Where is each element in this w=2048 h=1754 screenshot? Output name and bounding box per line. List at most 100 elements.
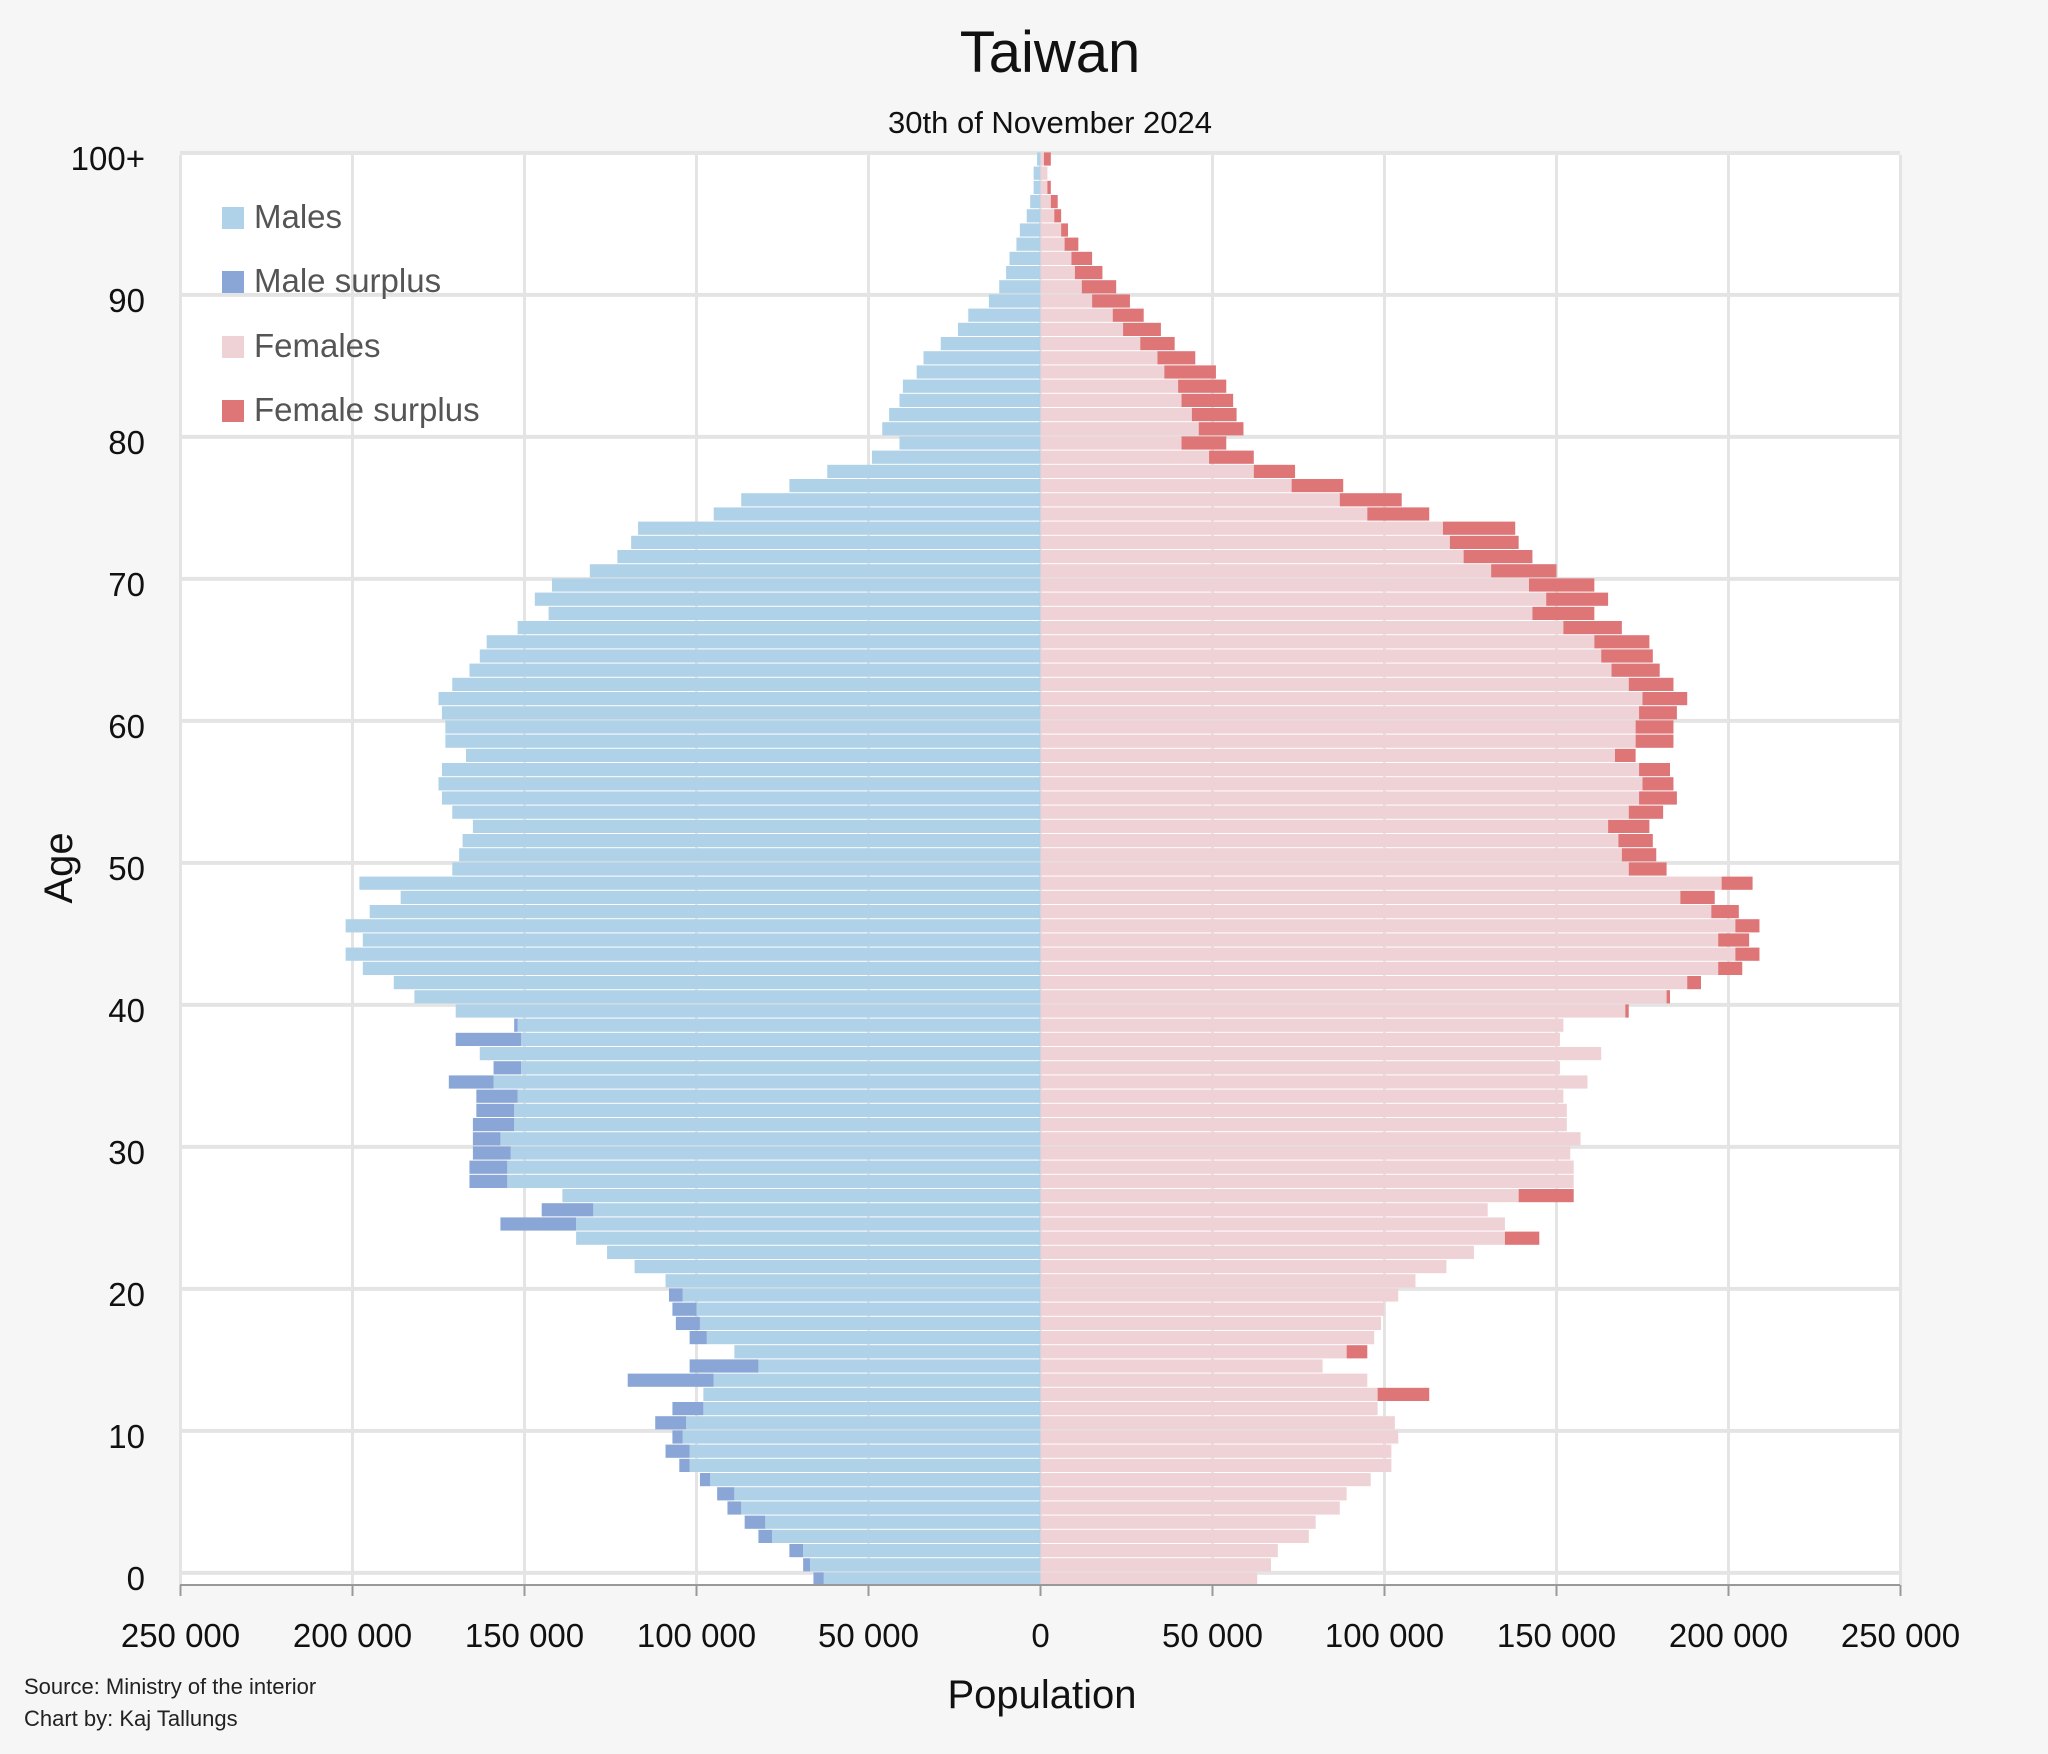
bar-females [1040,791,1640,805]
bar-males [393,976,1041,990]
bar-males [710,1473,1041,1487]
bar-male-surplus [469,1174,508,1188]
bar-females [1040,266,1075,280]
bar-males [517,1089,1041,1103]
bar-female-surplus [1639,706,1677,720]
bar-female-surplus [1611,663,1660,677]
bar-males [462,834,1041,848]
x-tick-label: 100 000 [1325,1617,1444,1654]
y-tick-label: 0 [127,1560,145,1597]
bar-female-surplus [1071,251,1093,265]
bar-males [548,606,1041,620]
bar-females [1040,578,1529,592]
bar-females [1040,1416,1395,1430]
bar-females [1040,720,1636,734]
bar-females [1040,166,1048,180]
bar-males [576,1231,1041,1245]
bar-male-surplus [668,1288,683,1302]
legend-swatch-male-surplus [222,271,244,293]
bar-females [1040,692,1643,706]
bar-males [455,1004,1041,1018]
bar-female-surplus [1181,393,1234,407]
bar-female-surplus [1112,308,1144,322]
bar-females [1040,464,1254,478]
bar-males [479,1047,1041,1061]
bar-female-surplus [1377,1387,1430,1401]
bar-females [1040,1316,1382,1330]
bar-females [1040,1047,1602,1061]
bar-female-surplus [1666,990,1671,1004]
bar-male-surplus [476,1103,515,1117]
bar-females [1040,976,1688,990]
bar-female-surplus [1291,479,1344,493]
bar-male-surplus [672,1302,697,1316]
y-tick-label: 70 [108,566,145,603]
bar-female-surplus [1081,280,1117,294]
bar-females [1040,422,1199,436]
bar-females [1040,1146,1571,1160]
bar-female-surplus [1532,606,1595,620]
bar-female-surplus [1628,805,1664,819]
bar-female-surplus [1718,933,1750,947]
bar-males [438,777,1041,791]
bar-female-surplus [1563,621,1622,635]
bar-female-surplus [1528,578,1595,592]
y-tick-label: 90 [108,282,145,319]
bar-males [500,1132,1041,1146]
bar-females [1040,1075,1588,1089]
x-tick-label: 0 [1031,1617,1049,1654]
bar-females [1040,294,1093,308]
bar-males [686,1416,1041,1430]
bar-female-surplus [1680,890,1715,904]
bar-males [741,1501,1041,1515]
bar-males [359,876,1041,890]
bar-male-surplus [803,1558,811,1572]
bar-female-surplus [1735,947,1760,961]
bar-females [1040,351,1158,365]
bar-female-surplus [1123,322,1161,336]
axes-group: 250 000 200 000 150 000 100 000 50 000 0 50 00… [71,140,1960,1654]
bar-males [713,507,1041,521]
bar-males [486,635,1041,649]
bar-females [1040,237,1065,251]
bar-female-surplus [1178,379,1227,393]
bar-females [1040,862,1629,876]
bar-females [1040,1174,1574,1188]
bar-males [988,294,1041,308]
bar-males [968,308,1041,322]
bar-females [1040,606,1533,620]
bar-female-surplus [1181,436,1227,450]
bar-females [1040,1018,1564,1032]
bar-male-surplus [744,1515,766,1529]
bar-males [1037,152,1041,166]
bar-males [734,1487,1041,1501]
bar-females [1040,1558,1271,1572]
bar-females [1040,890,1681,904]
bar-males [441,763,1041,777]
bar-males [1026,209,1041,223]
bar-males [593,1203,1041,1217]
y-tick-label: 50 [108,850,145,887]
y-axis-label: Age [37,832,81,903]
bar-males [472,819,1041,833]
bar-females [1040,564,1492,578]
bar-males [734,1345,1041,1359]
bar-female-surplus [1618,834,1653,848]
bar-males [689,1458,1041,1472]
bar-females [1040,1487,1347,1501]
chart-title: Taiwan [960,20,1141,85]
bar-females [1040,1061,1560,1075]
legend-swatch-males [222,207,244,229]
y-tick-label: 40 [108,992,145,1029]
bar-males [706,1331,1041,1345]
bar-female-surplus [1253,464,1296,478]
bar-female-surplus [1635,720,1674,734]
bar-females [1040,1473,1371,1487]
bar-females [1040,905,1712,919]
bar-females [1040,777,1643,791]
x-tick-label: 250 000 [1841,1617,1960,1654]
bar-male-surplus [689,1359,759,1373]
bar-females [1040,961,1719,975]
bar-males [1033,180,1041,194]
bar-female-surplus [1463,550,1533,564]
